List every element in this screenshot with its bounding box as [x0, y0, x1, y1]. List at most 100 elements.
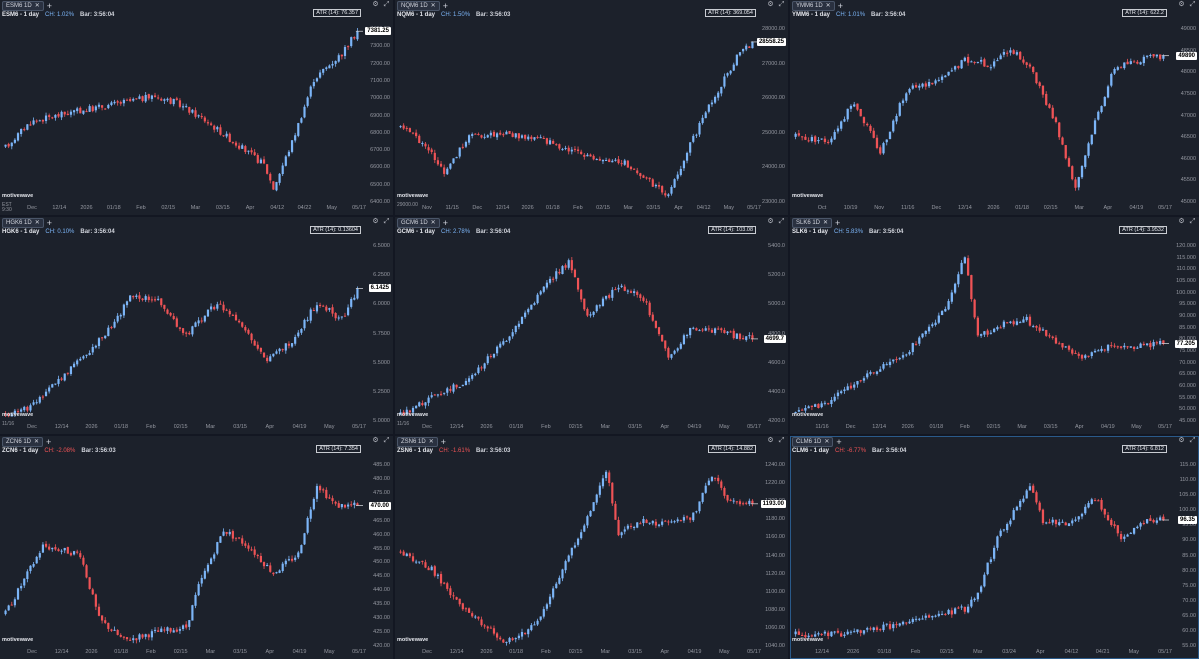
candle-body: [996, 536, 999, 548]
chart-tab[interactable]: HGK6 1D ✕: [2, 218, 44, 228]
chart-pane-ymm6[interactable]: YMM6 1D ✕ + ⚙ ⤢ YMM6 - 1 day CH: 1.01% Bar: 3:5…: [790, 0, 1199, 215]
candle-body: [433, 566, 436, 576]
candle-body: [209, 558, 213, 565]
candle-body: [732, 330, 735, 339]
chart-pane-esm6[interactable]: ESM6 1D ✕ + ⚙ ⤢ ESM6 - 1 day CH: 1.02% Bar: 3:5…: [0, 0, 393, 215]
x-tick-label: 2026: [85, 424, 98, 430]
candle-body: [586, 309, 589, 316]
chart-tab[interactable]: NQM6 1D ✕: [397, 1, 440, 11]
candle-body: [421, 143, 424, 145]
gear-icon[interactable]: ⚙: [372, 437, 379, 444]
candles-plot[interactable]: [790, 436, 1199, 659]
change-label: CH: 5.83%: [834, 229, 864, 235]
candle-body: [253, 549, 256, 555]
candle-body: [231, 314, 234, 316]
candle-body: [287, 151, 291, 156]
plus-icon[interactable]: +: [46, 437, 52, 447]
expand-icon[interactable]: ⤢: [383, 437, 390, 444]
plus-icon[interactable]: +: [835, 218, 841, 228]
candle-body: [169, 312, 172, 316]
gear-icon[interactable]: ⚙: [767, 218, 774, 225]
candle-body: [489, 356, 492, 358]
plus-icon[interactable]: +: [442, 1, 448, 11]
plus-icon[interactable]: +: [440, 437, 446, 447]
candles-plot[interactable]: [0, 436, 393, 659]
candles-plot[interactable]: [790, 0, 1199, 215]
candle-body: [996, 327, 999, 330]
close-icon[interactable]: ✕: [428, 439, 434, 445]
candles-plot[interactable]: [395, 436, 788, 659]
candles-plot[interactable]: [395, 217, 788, 434]
candle-body: [1119, 533, 1123, 540]
expand-icon[interactable]: ⤢: [383, 218, 390, 225]
expand-icon[interactable]: ⤢: [1189, 218, 1196, 225]
candle-body: [670, 354, 673, 358]
chart-pane-hgk6[interactable]: HGK6 1D ✕ + ⚙ ⤢ HGK6 - 1 day CH: 0.10% Bar: 3:5…: [0, 217, 393, 434]
chart-tab[interactable]: YMM6 1D ✕: [792, 1, 835, 11]
chart-pane-slk6[interactable]: SLK6 1D ✕ + ⚙ ⤢ SLK6 - 1 day CH: 5.83% Bar: 3:5…: [790, 217, 1199, 434]
chart-tab[interactable]: CLM6 1D ✕: [792, 437, 834, 447]
expand-icon[interactable]: ⤢: [1189, 1, 1196, 8]
gear-icon[interactable]: ⚙: [767, 1, 774, 8]
expand-icon[interactable]: ⤢: [383, 1, 390, 8]
gear-icon[interactable]: ⚙: [767, 437, 774, 444]
candles-plot[interactable]: [790, 217, 1199, 434]
close-icon[interactable]: ✕: [430, 3, 436, 9]
x-tick-label: 02/15: [173, 424, 188, 430]
gear-icon[interactable]: ⚙: [1178, 218, 1185, 225]
candle-body: [72, 363, 76, 368]
candle-body: [797, 410, 801, 412]
x-tick-label: Mar: [600, 649, 611, 655]
expand-icon[interactable]: ⤢: [1189, 437, 1196, 444]
chart-tab[interactable]: ESM6 1D ✕: [2, 1, 44, 11]
candles-plot[interactable]: [395, 0, 788, 215]
close-icon[interactable]: ✕: [825, 3, 831, 9]
gear-icon[interactable]: ⚙: [1178, 437, 1185, 444]
candle-body: [552, 588, 555, 598]
candle-body: [626, 160, 629, 168]
gear-icon[interactable]: ⚙: [372, 218, 379, 225]
chart-pane-clm6[interactable]: CLM6 1D ✕ + ⚙ ⤢ CLM6 - 1 day CH: -6.77% Bar: 3:…: [790, 436, 1199, 659]
chart-tab[interactable]: ZCN6 1D ✕: [2, 437, 44, 447]
chart-tab[interactable]: GCM6 1D ✕: [397, 218, 440, 228]
plus-icon[interactable]: +: [442, 218, 448, 228]
candle-body: [26, 571, 29, 580]
candle-body: [1126, 534, 1129, 537]
candle-body: [536, 294, 539, 304]
plus-icon[interactable]: +: [837, 1, 843, 11]
x-tick-label: Dec: [27, 649, 37, 655]
candles-plot[interactable]: [0, 217, 393, 434]
candle-body: [76, 551, 79, 553]
close-icon[interactable]: ✕: [823, 220, 829, 226]
candle-body: [545, 138, 549, 144]
chart-pane-nqm6[interactable]: NQM6 1D ✕ + ⚙ ⤢ NQM6 - 1 day CH: 1.50% Bar: 3:5…: [395, 0, 788, 215]
close-icon[interactable]: ✕: [34, 3, 40, 9]
chart-pane-zsn6[interactable]: ZSN6 1D ✕ + ⚙ ⤢ ZSN6 - 1 day CH: -1.61% Bar: 3:…: [395, 436, 788, 659]
chart-tab[interactable]: ZSN6 1D ✕: [397, 437, 438, 447]
chart-pane-gcm6[interactable]: GCM6 1D ✕ + ⚙ ⤢ GCM6 - 1 day CH: 2.78% Bar: 3:5…: [395, 217, 788, 434]
candle-body: [580, 289, 583, 300]
expand-icon[interactable]: ⤢: [778, 1, 785, 8]
candle-body: [989, 67, 993, 69]
chart-pane-zcn6[interactable]: ZCN6 1D ✕ + ⚙ ⤢ ZCN6 - 1 day CH: -2.08% Bar: 3:…: [0, 436, 393, 659]
y-tick-label: 100.000: [1176, 289, 1196, 296]
gear-icon[interactable]: ⚙: [372, 1, 379, 8]
candle-body: [508, 130, 511, 134]
plus-icon[interactable]: +: [836, 437, 842, 447]
last-price-tag: 7381.25: [365, 27, 391, 36]
candle-body: [69, 111, 73, 115]
plus-icon[interactable]: +: [46, 1, 52, 11]
expand-icon[interactable]: ⤢: [778, 437, 785, 444]
close-icon[interactable]: ✕: [824, 439, 830, 445]
gear-icon[interactable]: ⚙: [1178, 1, 1185, 8]
plus-icon[interactable]: +: [46, 218, 52, 228]
candles-plot[interactable]: [0, 0, 393, 215]
candle-body: [172, 98, 175, 105]
close-icon[interactable]: ✕: [34, 220, 40, 226]
close-icon[interactable]: ✕: [34, 439, 40, 445]
expand-icon[interactable]: ⤢: [778, 218, 785, 225]
chart-tab[interactable]: SLK6 1D ✕: [792, 218, 833, 228]
atr-indicator: ATR (14): 76.357: [313, 9, 361, 17]
candle-body: [595, 159, 598, 161]
close-icon[interactable]: ✕: [430, 220, 436, 226]
